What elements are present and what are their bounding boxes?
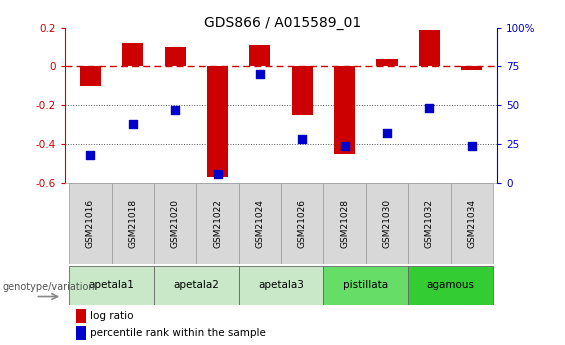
- Bar: [69, 266, 154, 305]
- Bar: [154, 266, 238, 305]
- Bar: [112, 183, 154, 264]
- Text: apetala3: apetala3: [258, 280, 304, 290]
- Bar: [461, 66, 483, 70]
- Bar: [207, 66, 228, 177]
- Text: percentile rank within the sample: percentile rank within the sample: [90, 328, 266, 338]
- Bar: [419, 30, 440, 66]
- Text: GSM21030: GSM21030: [383, 199, 392, 248]
- Text: GSM21034: GSM21034: [467, 199, 476, 248]
- Bar: [334, 66, 355, 154]
- Point: [86, 152, 95, 158]
- Text: GSM21018: GSM21018: [128, 199, 137, 248]
- Text: GSM21028: GSM21028: [340, 199, 349, 248]
- Text: GSM21026: GSM21026: [298, 199, 307, 248]
- Point: [467, 143, 476, 148]
- Text: genotype/variation: genotype/variation: [3, 282, 95, 292]
- Bar: [281, 183, 323, 264]
- Text: GSM21020: GSM21020: [171, 199, 180, 248]
- Text: GSM21016: GSM21016: [86, 199, 95, 248]
- Point: [298, 137, 307, 142]
- Text: pistillata: pistillata: [344, 280, 388, 290]
- Text: GSM21024: GSM21024: [255, 199, 264, 248]
- Point: [171, 107, 180, 112]
- Bar: [323, 183, 366, 264]
- Bar: [122, 43, 144, 66]
- Text: GDS866 / A015589_01: GDS866 / A015589_01: [204, 16, 361, 30]
- Bar: [366, 183, 408, 264]
- Bar: [154, 183, 197, 264]
- Point: [128, 121, 137, 127]
- Bar: [164, 47, 186, 66]
- Point: [255, 71, 264, 77]
- Text: GSM21022: GSM21022: [213, 199, 222, 248]
- Bar: [76, 326, 86, 340]
- Text: apetala1: apetala1: [89, 280, 134, 290]
- Bar: [80, 66, 101, 86]
- Bar: [238, 183, 281, 264]
- Text: GSM21032: GSM21032: [425, 199, 434, 248]
- Bar: [69, 183, 112, 264]
- Text: log ratio: log ratio: [90, 311, 133, 321]
- Bar: [451, 183, 493, 264]
- Point: [383, 130, 392, 136]
- Point: [340, 143, 349, 148]
- Bar: [197, 183, 238, 264]
- Bar: [249, 45, 271, 66]
- Point: [213, 171, 222, 176]
- Bar: [408, 183, 451, 264]
- Bar: [292, 66, 313, 115]
- Bar: [323, 266, 408, 305]
- Point: [425, 106, 434, 111]
- Bar: [76, 309, 86, 323]
- Bar: [238, 266, 323, 305]
- Bar: [408, 266, 493, 305]
- Text: agamous: agamous: [427, 280, 475, 290]
- Bar: [376, 59, 398, 66]
- Text: apetala2: apetala2: [173, 280, 219, 290]
